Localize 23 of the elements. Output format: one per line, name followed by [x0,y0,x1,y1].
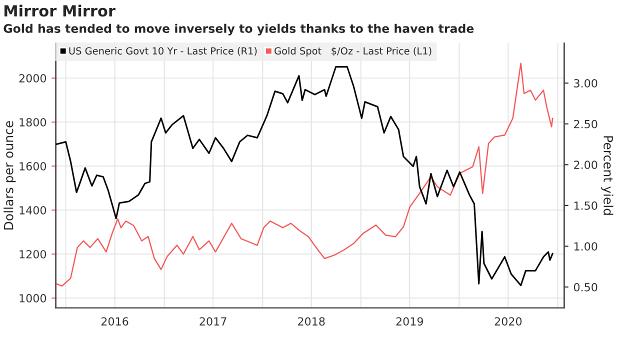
y-tick-label: 1400 [20,206,46,214]
x-tick-label: 2017 [200,317,226,326]
x-tick-label: 2020 [494,317,522,326]
y2-tick-label: 0.50 [574,282,598,292]
x-tick-label: 2019 [396,317,423,326]
y2-axis-title: Percent yield [601,136,614,215]
y-tick-label: 1000 [20,294,46,302]
chart-subtitle: Gold has tended to move inversely to yields thanks to the haven trade [4,24,474,36]
y-tick-label: 2000 [19,74,46,83]
y2-tick-label: 3.00 [574,79,598,88]
legend-label: US Generic Govt 10 Yr - Last Price (R1) [69,47,257,56]
y2-tick-label: 1.00 [574,242,598,251]
y-tick-label: 1200 [20,250,46,258]
y-axis-title: Dollars per ounce [4,121,16,230]
x-tick-label: 2016 [101,317,128,326]
y-tick-label: 1600 [20,162,46,170]
y-tick-label: 1800 [20,118,46,126]
y2-tick-label: 1.50 [574,201,598,210]
chart-title: Mirror Mirror [4,4,116,17]
legend-label: Gold Spot $/Oz - Last Price (L1) [274,47,432,56]
y2-tick-label: 2.00 [574,160,598,170]
x-tick-label: 2018 [298,317,325,326]
y2-tick-label: 2.50 [574,120,598,128]
